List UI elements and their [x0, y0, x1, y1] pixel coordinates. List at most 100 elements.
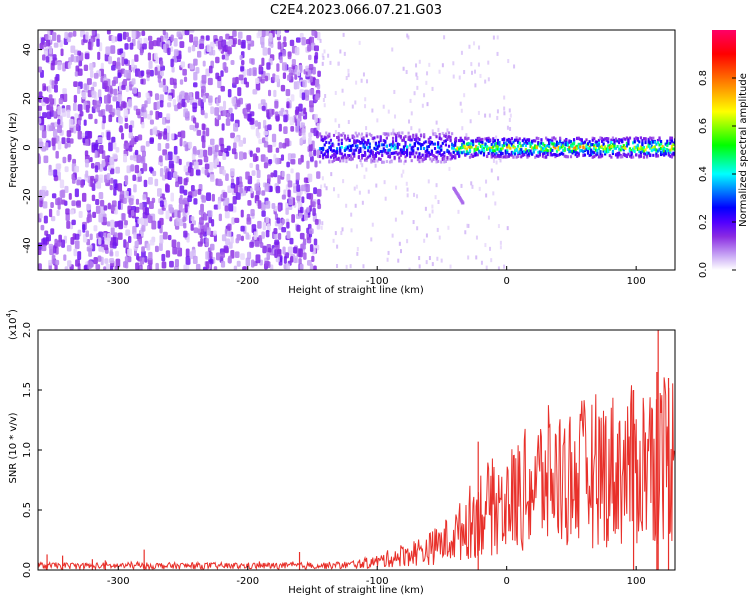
- heatmap-cell: [371, 150, 374, 154]
- heatmap-cell: [117, 183, 123, 192]
- heatmap-cell: [350, 228, 353, 233]
- heatmap-cell: [495, 144, 498, 148]
- heatmap-cell: [663, 146, 666, 150]
- heatmap-cell: [370, 151, 373, 155]
- heatmap-cell: [242, 190, 247, 196]
- heatmap-cell: [155, 110, 160, 120]
- heatmap-cell: [427, 151, 430, 155]
- heatmap-cell: [260, 78, 265, 84]
- heatmap-cell: [354, 131, 357, 135]
- heatmap-cell: [267, 144, 273, 153]
- heatmap-cell: [310, 127, 315, 134]
- heatmap-cell: [345, 264, 348, 269]
- heatmap-cell: [148, 251, 153, 261]
- heatmap-cell: [220, 70, 224, 77]
- heatmap-cell: [645, 153, 649, 157]
- heatmap-cell: [345, 76, 348, 81]
- heatmap-cell: [582, 149, 585, 153]
- y-tick-label: 0.0: [22, 562, 33, 578]
- heatmap-cell: [326, 155, 329, 159]
- heatmap-cell: [121, 57, 125, 66]
- heatmap-cell: [666, 149, 669, 153]
- heatmap-cell: [222, 192, 228, 198]
- heatmap-cell: [582, 154, 585, 158]
- heatmap-cell: [192, 102, 198, 109]
- heatmap-cell: [60, 189, 66, 199]
- heatmap-cell: [435, 150, 438, 154]
- heatmap-cell: [600, 139, 604, 143]
- heatmap-cell: [39, 212, 43, 219]
- heatmap-cell: [345, 203, 348, 208]
- heatmap-cell: [478, 139, 481, 143]
- heatmap-cell: [384, 139, 387, 143]
- heatmap-cell: [137, 40, 141, 50]
- heatmap-cell: [423, 156, 426, 160]
- heatmap-cell: [44, 97, 49, 104]
- heatmap-cell: [377, 151, 381, 155]
- heatmap-cell: [182, 68, 187, 76]
- heatmap-cell: [630, 153, 633, 157]
- heatmap-cell: [635, 136, 638, 140]
- heatmap-cell: [645, 155, 649, 159]
- heatmap-cell: [501, 146, 504, 150]
- heatmap-cell: [644, 141, 647, 145]
- heatmap-cell: [183, 76, 188, 83]
- heatmap-cell: [416, 194, 419, 199]
- heatmap-cell: [237, 38, 242, 46]
- heatmap-cell: [485, 265, 488, 270]
- heatmap-cell: [137, 218, 141, 224]
- heatmap-cell: [440, 153, 443, 157]
- heatmap-cell: [332, 238, 335, 243]
- heatmap-cell: [172, 246, 178, 255]
- heatmap-cell: [652, 140, 655, 144]
- heatmap-cell: [475, 153, 478, 157]
- heatmap-cell: [408, 119, 411, 124]
- heatmap-cell: [666, 139, 669, 143]
- heatmap-cell: [331, 143, 334, 147]
- heatmap-cell: [672, 141, 675, 145]
- heatmap-cell: [368, 154, 371, 158]
- heatmap-cell: [467, 141, 470, 145]
- colorbar-tick-label: 0.6: [698, 118, 709, 134]
- svg-text:(x104): (x104): [5, 309, 19, 340]
- heatmap-cell: [115, 250, 119, 257]
- spectrogram-frame: [37, 29, 676, 271]
- heatmap-cell: [576, 137, 579, 141]
- heatmap-cell: [343, 136, 347, 140]
- heatmap-cell: [398, 131, 401, 135]
- heatmap-cell: [48, 84, 52, 93]
- heatmap-cell: [526, 153, 529, 157]
- heatmap-cell: [125, 85, 129, 93]
- heatmap-cell: [154, 178, 159, 187]
- heatmap-cell: [354, 148, 357, 152]
- heatmap-cell: [332, 143, 335, 148]
- heatmap-cell: [628, 147, 632, 151]
- heatmap-cell: [467, 255, 470, 260]
- heatmap-cell: [409, 155, 412, 159]
- heatmap-cell: [342, 131, 345, 135]
- heatmap-cell: [404, 150, 407, 154]
- heatmap-cell: [371, 136, 374, 140]
- heatmap-cell: [93, 100, 97, 109]
- heatmap-cell: [127, 248, 133, 257]
- heatmap-cell: [210, 106, 215, 115]
- heatmap-cell: [250, 208, 255, 217]
- heatmap-cell: [148, 201, 154, 210]
- heatmap-cell: [62, 88, 67, 95]
- heatmap-cell: [267, 174, 271, 183]
- heatmap-cell: [282, 62, 287, 71]
- heatmap-cell: [632, 155, 635, 159]
- heatmap-cell: [395, 136, 398, 140]
- heatmap-cell: [316, 122, 320, 131]
- heatmap-cell: [109, 257, 115, 264]
- heatmap-cell: [144, 207, 150, 216]
- heatmap-cell: [381, 154, 384, 158]
- heatmap-cell: [93, 225, 98, 232]
- heatmap-cell: [298, 212, 303, 219]
- heatmap-cell: [177, 210, 181, 219]
- heatmap-cell: [673, 138, 675, 142]
- heatmap-cell: [240, 66, 245, 72]
- heatmap-cell: [255, 195, 260, 202]
- heatmap-cell: [220, 252, 226, 258]
- heatmap-cell: [82, 224, 86, 233]
